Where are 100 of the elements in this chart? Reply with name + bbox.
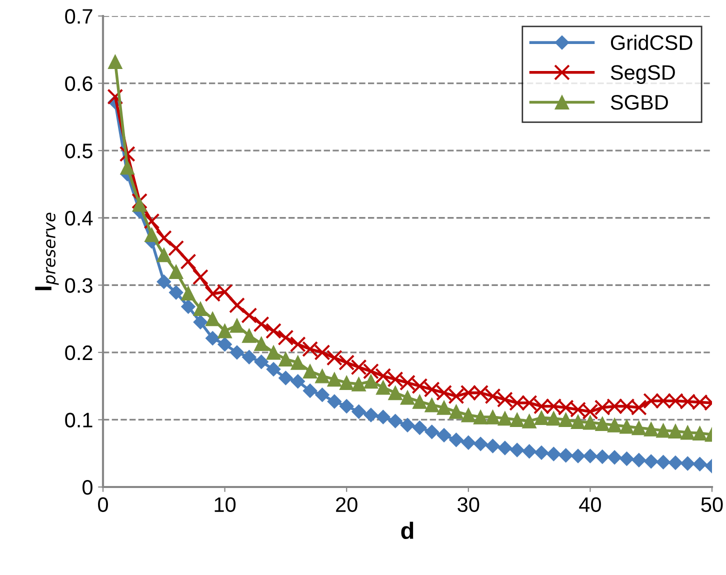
x-tick-label: 40 <box>579 497 601 512</box>
point <box>692 426 708 440</box>
point <box>546 446 561 462</box>
legend-label: SGBD <box>610 94 668 110</box>
point <box>364 408 378 422</box>
point <box>595 449 610 464</box>
point <box>181 299 196 314</box>
y-tick-label: 0.3 <box>65 278 92 293</box>
point <box>107 88 124 105</box>
point <box>473 410 488 424</box>
point <box>632 420 646 436</box>
point <box>510 412 524 428</box>
point <box>486 438 500 454</box>
point <box>278 330 294 346</box>
x-tick-label: 10 <box>214 497 236 512</box>
point <box>582 448 598 464</box>
x-tick-label: 30 <box>458 497 480 512</box>
legend-label: GridCSD <box>610 34 692 50</box>
point <box>326 350 342 366</box>
point <box>376 410 390 424</box>
point <box>266 322 282 339</box>
point <box>619 419 634 434</box>
point <box>193 301 208 316</box>
point <box>546 411 561 426</box>
point <box>412 394 427 409</box>
x-tick-label: 0 <box>98 497 108 512</box>
point <box>339 375 354 390</box>
point <box>205 331 220 346</box>
point <box>132 193 148 210</box>
point <box>522 444 537 459</box>
point <box>388 414 403 428</box>
point <box>352 404 366 419</box>
y-tick-label: 0.5 <box>65 144 92 158</box>
point <box>132 197 147 212</box>
point <box>120 160 135 175</box>
point <box>656 454 671 470</box>
point <box>448 432 464 448</box>
point <box>327 394 342 409</box>
point <box>595 416 610 432</box>
point <box>230 345 244 360</box>
y-tick-label: 0.2 <box>65 345 92 360</box>
point <box>314 368 330 384</box>
point <box>108 54 122 70</box>
point <box>388 386 403 400</box>
point <box>218 337 232 352</box>
point <box>144 213 160 230</box>
x-tick-label: 50 <box>701 497 723 512</box>
y-tick-label: 0.6 <box>65 76 92 92</box>
point <box>473 436 488 452</box>
point <box>168 285 184 300</box>
point <box>400 418 415 432</box>
point <box>144 227 160 242</box>
legend-label: SegSD <box>610 65 675 84</box>
point <box>498 440 512 456</box>
point <box>570 448 586 464</box>
point <box>351 376 366 392</box>
point <box>607 418 622 432</box>
point <box>412 420 427 436</box>
point <box>168 240 184 256</box>
point <box>242 328 256 343</box>
y-tick-label: 0 <box>82 480 92 495</box>
point <box>607 450 622 465</box>
point <box>192 269 208 286</box>
point <box>424 398 440 412</box>
point <box>692 456 708 472</box>
point <box>570 414 586 430</box>
point <box>228 297 245 314</box>
point <box>620 452 634 466</box>
point <box>376 380 390 395</box>
point <box>644 422 658 436</box>
point <box>266 362 281 376</box>
point <box>278 352 293 366</box>
x-axis-title: d <box>401 522 414 540</box>
point <box>424 424 440 440</box>
y-axis-title: I$_{preserve}$ <box>35 212 59 290</box>
point <box>156 248 172 262</box>
point <box>290 374 306 389</box>
point <box>156 274 172 290</box>
point <box>364 374 378 389</box>
point <box>680 456 695 471</box>
y-tick-label: 0.1 <box>65 412 92 428</box>
point <box>510 442 524 458</box>
point <box>461 408 476 422</box>
point <box>400 390 415 405</box>
point <box>534 410 549 425</box>
point <box>448 404 464 419</box>
point <box>644 454 658 469</box>
point <box>119 146 136 162</box>
point <box>534 445 549 460</box>
point <box>254 354 269 370</box>
point <box>180 286 196 301</box>
point <box>156 230 172 246</box>
y-tick-label: 0.7 <box>65 9 92 24</box>
y-tick-label: 0.4 <box>65 210 93 226</box>
point <box>680 425 695 440</box>
point <box>242 350 256 364</box>
point <box>436 428 452 442</box>
point <box>302 384 318 398</box>
point <box>266 345 281 360</box>
point <box>253 316 270 332</box>
